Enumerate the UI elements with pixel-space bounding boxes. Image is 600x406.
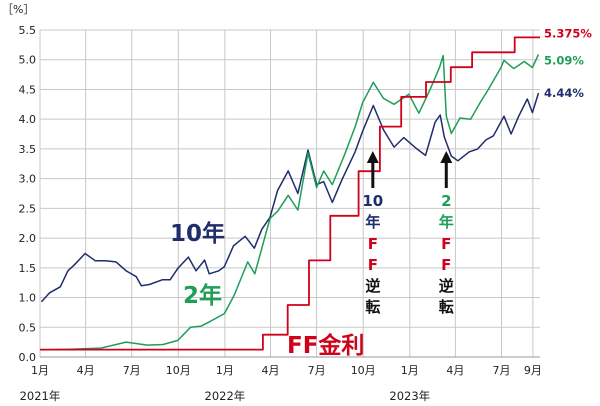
y-tick-label: 4.5 [19,83,37,96]
end-value-label: 5.375% [544,26,592,40]
series-line-2y [41,54,540,351]
x-year-label: 2021年 [20,389,61,403]
end-value-label: 5.09% [544,53,584,67]
y-axis-ticks: 0.0 0.5 1.0 1.5 2.0 2.5 3.0 3.5 4.0 4.5 5.0 5.5 [19,24,37,364]
x-year-label: 2022年 [205,389,246,403]
y-tick-label: 5.5 [19,24,37,37]
series-label-2y: 2年 [183,282,222,309]
annotation-text: 2 [441,192,451,210]
x-tick-label: 1月 [401,364,419,377]
x-tick-label: 4月 [261,364,279,377]
annotation-text: 転 [365,298,380,316]
annotation-text: 年 [365,213,380,231]
y-tick-label: 1.0 [19,292,37,305]
annotation-arrowhead [440,151,453,163]
annotation-text: 10 [362,192,383,210]
series-label-10y: 10年 [170,220,225,247]
x-axis-ticks: 1月 4月 7月 10月 1月 4月 7月 10月 1月 4月 7月 9月 2021年 2022年 2023… [20,364,542,403]
grid-lines [39,29,540,358]
y-tick-label: 1.5 [19,262,37,275]
annotation-arrowhead [366,151,379,163]
annotation-text: 逆 [365,277,380,295]
x-tick-label: 10月 [351,364,376,377]
end-value-label: 4.44% [544,86,584,100]
annotation-text: F [441,256,451,274]
x-tick-label: 4月 [77,364,95,377]
x-tick-label: 7月 [492,364,510,377]
x-tick-label: 1月 [216,364,234,377]
x-tick-label: 9月 [524,364,542,377]
annotation-text: 年 [439,213,454,231]
series-lines [40,36,540,351]
series-label-ff: FF金利 [287,332,364,359]
x-tick-label: 4月 [446,364,464,377]
series-end-labels: 4.44% 5.09% 5.375% [544,26,592,100]
y-tick-label: 3.5 [19,143,37,156]
annotation-text: F [368,256,378,274]
y-tick-label: 2.0 [19,232,37,245]
y-tick-label: 4.0 [19,113,37,126]
annotation-text: 転 [439,298,454,316]
x-tick-label: 7月 [308,364,326,377]
x-tick-label: 7月 [123,364,141,377]
annotation-text: F [441,235,451,253]
annotation-text: F [368,235,378,253]
series-line-ff [40,36,540,351]
annotation-text: 逆 [439,277,454,295]
x-tick-label: 10月 [166,364,191,377]
x-year-label: 2023年 [389,389,430,403]
y-tick-label: 0.0 [19,351,37,364]
y-tick-label: 2.5 [19,202,37,215]
series-line-10y [40,92,540,303]
y-tick-label: 3.0 [19,173,37,186]
y-axis-unit-label: ［%］ [2,3,34,16]
y-tick-label: 0.5 [19,321,37,334]
x-tick-label: 1月 [31,364,49,377]
y-tick-label: 5.0 [19,54,37,67]
